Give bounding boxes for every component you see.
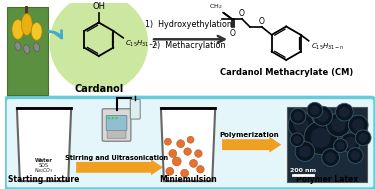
Circle shape [336, 103, 353, 121]
Circle shape [177, 140, 184, 148]
Circle shape [181, 169, 189, 177]
Ellipse shape [33, 43, 40, 52]
Circle shape [116, 117, 118, 119]
Circle shape [164, 138, 171, 145]
Circle shape [196, 166, 204, 173]
FancyBboxPatch shape [287, 107, 367, 182]
Ellipse shape [31, 22, 42, 40]
Circle shape [304, 121, 338, 155]
Circle shape [310, 128, 331, 148]
Text: Starting mixture: Starting mixture [8, 175, 80, 184]
Text: O: O [229, 29, 235, 38]
Circle shape [322, 149, 339, 166]
Text: Cardanol: Cardanol [74, 84, 123, 94]
Polygon shape [20, 145, 68, 181]
Polygon shape [17, 108, 71, 181]
Circle shape [290, 108, 306, 124]
Circle shape [166, 167, 174, 175]
Circle shape [195, 150, 202, 157]
Circle shape [108, 117, 110, 119]
Circle shape [334, 139, 347, 153]
Circle shape [310, 105, 320, 115]
Polygon shape [163, 115, 213, 181]
Circle shape [332, 118, 346, 132]
Circle shape [336, 142, 345, 150]
Text: $Na_2CO_3$: $Na_2CO_3$ [34, 166, 54, 175]
Text: O: O [259, 17, 265, 26]
Circle shape [347, 148, 363, 163]
Text: Cardanol Methacrylate (CM): Cardanol Methacrylate (CM) [220, 68, 353, 77]
Circle shape [358, 133, 368, 143]
Circle shape [317, 110, 328, 122]
Circle shape [344, 137, 356, 149]
Circle shape [299, 146, 311, 157]
FancyBboxPatch shape [102, 109, 131, 141]
Circle shape [327, 113, 350, 137]
Circle shape [295, 142, 315, 161]
Ellipse shape [15, 42, 21, 50]
Circle shape [293, 117, 309, 133]
Circle shape [351, 151, 360, 160]
Circle shape [307, 102, 323, 118]
FancyBboxPatch shape [130, 99, 140, 119]
Text: CH$_2$: CH$_2$ [209, 2, 222, 11]
Circle shape [293, 136, 301, 144]
Text: V-65, HD: V-65, HD [33, 136, 55, 141]
Circle shape [184, 148, 191, 155]
Circle shape [325, 152, 336, 163]
Circle shape [313, 106, 333, 126]
Ellipse shape [24, 45, 30, 53]
Circle shape [172, 157, 181, 166]
Text: SDS: SDS [39, 163, 49, 168]
FancyArrow shape [76, 160, 163, 175]
FancyBboxPatch shape [106, 116, 127, 130]
Circle shape [355, 130, 371, 146]
Text: $C_{15}H_{31-n}$: $C_{15}H_{31-n}$ [310, 42, 344, 52]
Circle shape [288, 112, 314, 138]
Text: O: O [238, 9, 244, 18]
Text: Water: Water [35, 158, 53, 163]
Circle shape [290, 133, 304, 147]
Circle shape [293, 111, 303, 121]
Text: Miniemulsion: Miniemulsion [159, 175, 217, 184]
Text: $C_{15}H_{31-n}$: $C_{15}H_{31-n}$ [125, 39, 159, 49]
Text: CM + MMA: CM + MMA [28, 130, 60, 135]
Circle shape [339, 107, 350, 118]
Circle shape [340, 133, 360, 153]
FancyBboxPatch shape [7, 7, 48, 95]
Circle shape [169, 150, 177, 157]
Text: 1)  Hydroxyethylation: 1) Hydroxyethylation [145, 20, 232, 29]
Text: Polymer Latex: Polymer Latex [296, 175, 358, 184]
Text: OH: OH [92, 2, 105, 11]
FancyArrow shape [222, 137, 281, 153]
Polygon shape [21, 124, 68, 145]
FancyBboxPatch shape [5, 97, 375, 189]
Circle shape [50, 0, 148, 92]
Circle shape [111, 117, 114, 119]
Ellipse shape [21, 14, 32, 35]
Text: Stirring and Ultrasonication: Stirring and Ultrasonication [65, 155, 168, 161]
Text: Polymerization: Polymerization [219, 132, 279, 138]
Text: 2)  Methacrylation: 2) Methacrylation [152, 41, 225, 50]
Ellipse shape [12, 20, 24, 39]
Text: 200 nm: 200 nm [290, 168, 316, 173]
Circle shape [187, 136, 194, 143]
Circle shape [189, 160, 197, 167]
Polygon shape [161, 108, 215, 181]
FancyBboxPatch shape [107, 130, 126, 138]
Circle shape [348, 115, 368, 135]
Circle shape [352, 119, 364, 131]
